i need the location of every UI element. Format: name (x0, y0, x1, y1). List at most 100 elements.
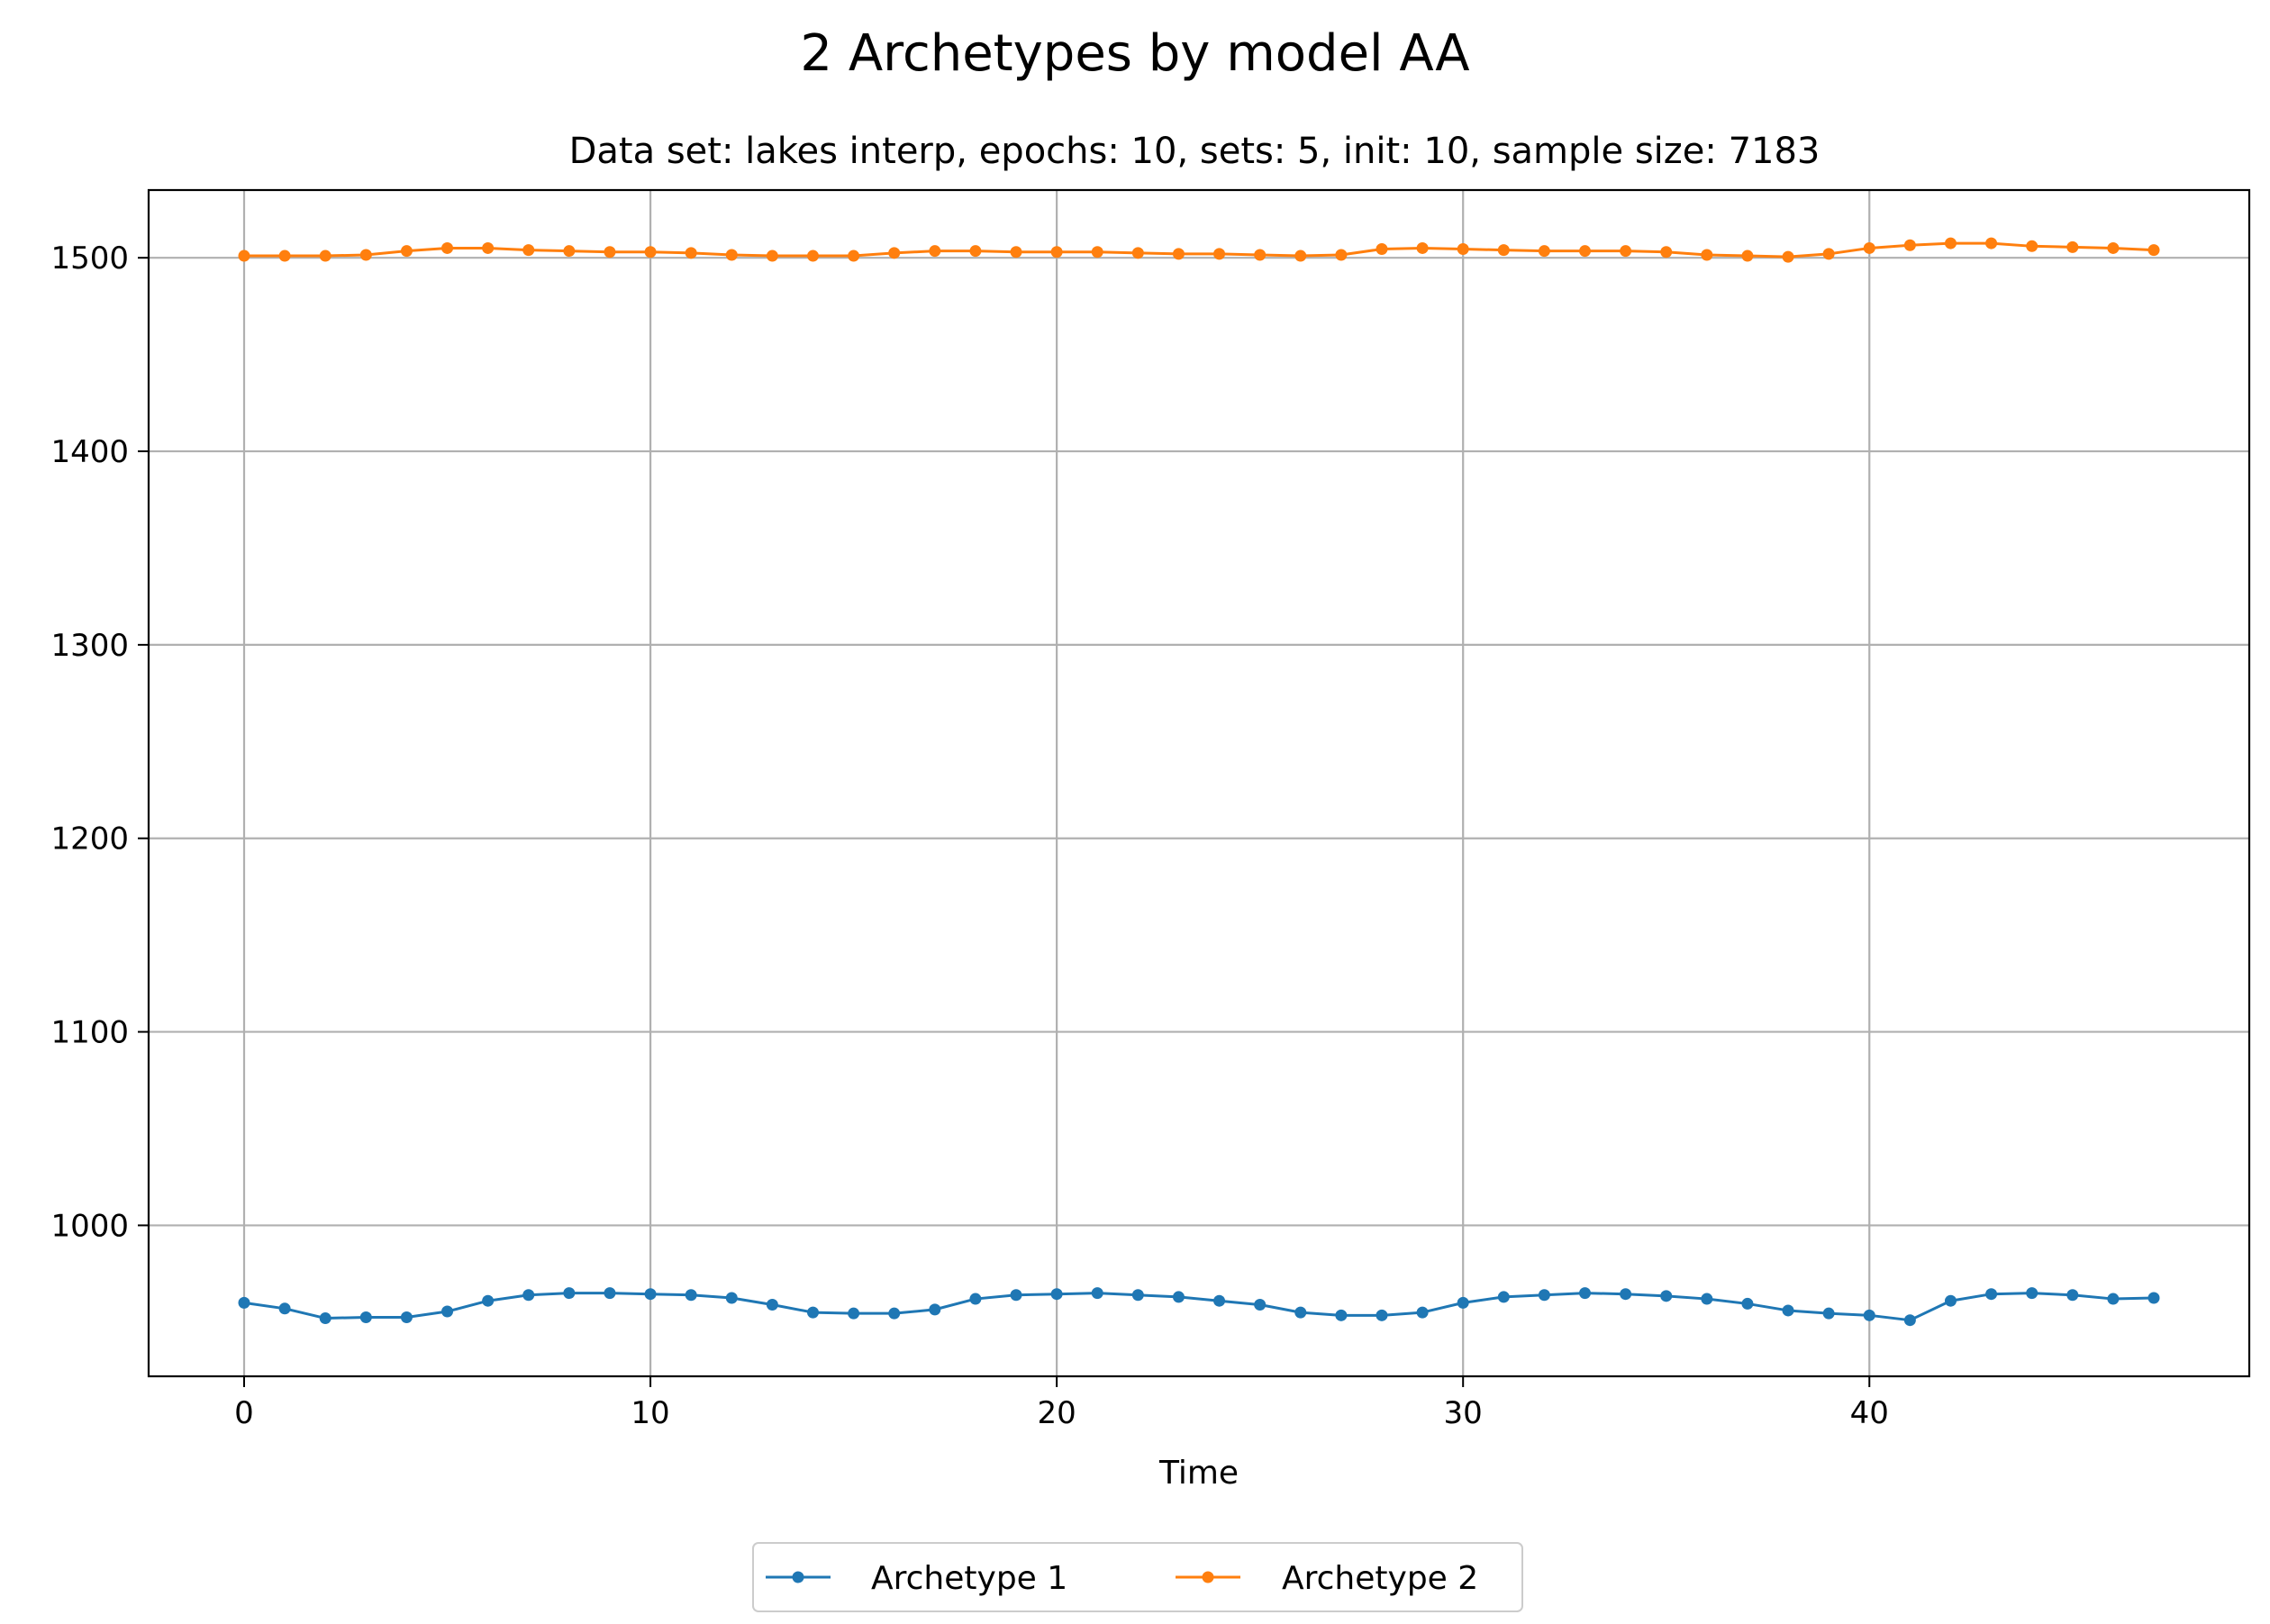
x-tick-label: 20 (1037, 1395, 1076, 1431)
series-1-point (1416, 1306, 1429, 1319)
y-tick-label: 1400 (50, 434, 129, 470)
y-tick-label: 1100 (50, 1015, 129, 1051)
series-2-point (766, 249, 778, 262)
series-2-point (1863, 241, 1875, 254)
series-2-point (2147, 244, 2160, 257)
series-1-point (725, 1292, 738, 1304)
series-1-point (969, 1293, 982, 1305)
series-2-point (685, 247, 697, 259)
series-2-point (1538, 245, 1550, 258)
series-2-point (848, 249, 860, 262)
series-1-point (1944, 1294, 1957, 1307)
x-axis-label: Time (1158, 1455, 1239, 1492)
series-2-point (1985, 237, 1998, 249)
series-2-point (929, 245, 941, 258)
series-2-point (1091, 246, 1103, 259)
series-2-point (1416, 241, 1429, 254)
series-2-point (1050, 246, 1063, 259)
series-2-point (1822, 248, 1835, 260)
series-2-point (278, 249, 291, 262)
series-2-point (2107, 241, 2120, 254)
series-2-point (1335, 249, 1348, 261)
x-tick-label: 0 (234, 1395, 254, 1431)
series-2 (238, 237, 2160, 263)
series-2-point (319, 249, 331, 262)
series-2-point (1172, 248, 1185, 260)
series-1-point (278, 1302, 291, 1315)
series-1-point (441, 1305, 454, 1318)
series-1-point (1457, 1296, 1469, 1309)
series-1-point (1213, 1294, 1226, 1307)
series-2-point (2066, 240, 2079, 253)
series-1-point (2026, 1287, 2038, 1300)
chart-subtitle: Data set: lakes interp, epochs: 10, sets… (569, 131, 1821, 172)
series-2-point (1497, 244, 1510, 257)
plot-area (147, 188, 2251, 1378)
legend-marker-archetype-1 (792, 1571, 804, 1583)
series-1-point (359, 1311, 372, 1323)
series-2-point (1254, 249, 1267, 261)
series-1-point (1579, 1287, 1592, 1300)
series-1-line (243, 1292, 2155, 1322)
x-tick-label: 40 (1850, 1395, 1889, 1431)
series-1-point (888, 1307, 901, 1320)
series-2-point (563, 245, 576, 258)
legend-item-archetype-2: Archetype 2 (1176, 1560, 1478, 1597)
series-2-point (1376, 243, 1388, 256)
series-1-point (2147, 1292, 2160, 1304)
series-1-point (1741, 1297, 1754, 1310)
series-1-point (644, 1288, 657, 1301)
series-2-point (1620, 245, 1632, 258)
series-2-point (604, 246, 616, 259)
series-1-point (766, 1299, 778, 1311)
series-1-point (1497, 1291, 1510, 1303)
x-tick-label: 10 (631, 1395, 669, 1431)
series-2-point (522, 244, 535, 257)
series-2-point (1579, 245, 1592, 258)
y-tick-label: 1000 (50, 1208, 129, 1244)
series-1-point (400, 1311, 413, 1323)
series-2-point (359, 249, 372, 261)
series-1-point (1620, 1288, 1632, 1301)
series-1-point (2107, 1293, 2120, 1305)
series-1-point (1376, 1309, 1388, 1321)
legend-marker-archetype-2 (1202, 1571, 1214, 1583)
legend-label-archetype-2: Archetype 2 (1282, 1560, 1478, 1597)
legend: Archetype 1 Archetype 2 (752, 1542, 1523, 1612)
series-2-point (1944, 237, 1957, 249)
series-1-point (2066, 1289, 2079, 1302)
series-1-point (1822, 1307, 1835, 1320)
y-tick-label: 1500 (50, 240, 129, 277)
series-1-point (848, 1307, 860, 1320)
axis-ticks: 0 10 20 30 40 1000 1100 1200 1300 1400 1500 (50, 240, 1888, 1431)
series-layer (238, 237, 2160, 1327)
series-1-point (238, 1296, 250, 1309)
series-2-point (1213, 248, 1226, 260)
series-1-point (604, 1287, 616, 1300)
series-1-point (482, 1294, 495, 1307)
series-1-point (1985, 1288, 1998, 1301)
legend-item-archetype-1: Archetype 1 (766, 1560, 1067, 1597)
series-1-point (1863, 1309, 1875, 1321)
series-2-point (1457, 243, 1469, 256)
series-2-point (1294, 249, 1307, 262)
series-1-point (1131, 1289, 1144, 1302)
series-2-point (400, 245, 413, 258)
series-1-point (1050, 1288, 1063, 1301)
series-2-point (806, 249, 819, 262)
series-1-point (563, 1287, 576, 1300)
series-1-point (1294, 1306, 1307, 1319)
series-1-point (929, 1303, 941, 1316)
series-2-point (1010, 246, 1022, 259)
series-2-point (482, 241, 495, 254)
series-2-point (644, 246, 657, 259)
grid (149, 190, 2249, 1376)
y-tick-label: 1200 (50, 821, 129, 857)
series-1-point (1538, 1289, 1550, 1302)
series-2-point (1782, 250, 1794, 263)
series-1-point (1254, 1299, 1267, 1311)
series-1-point (1903, 1314, 1916, 1327)
series-2-line (244, 241, 2155, 259)
series-2-point (888, 247, 901, 259)
